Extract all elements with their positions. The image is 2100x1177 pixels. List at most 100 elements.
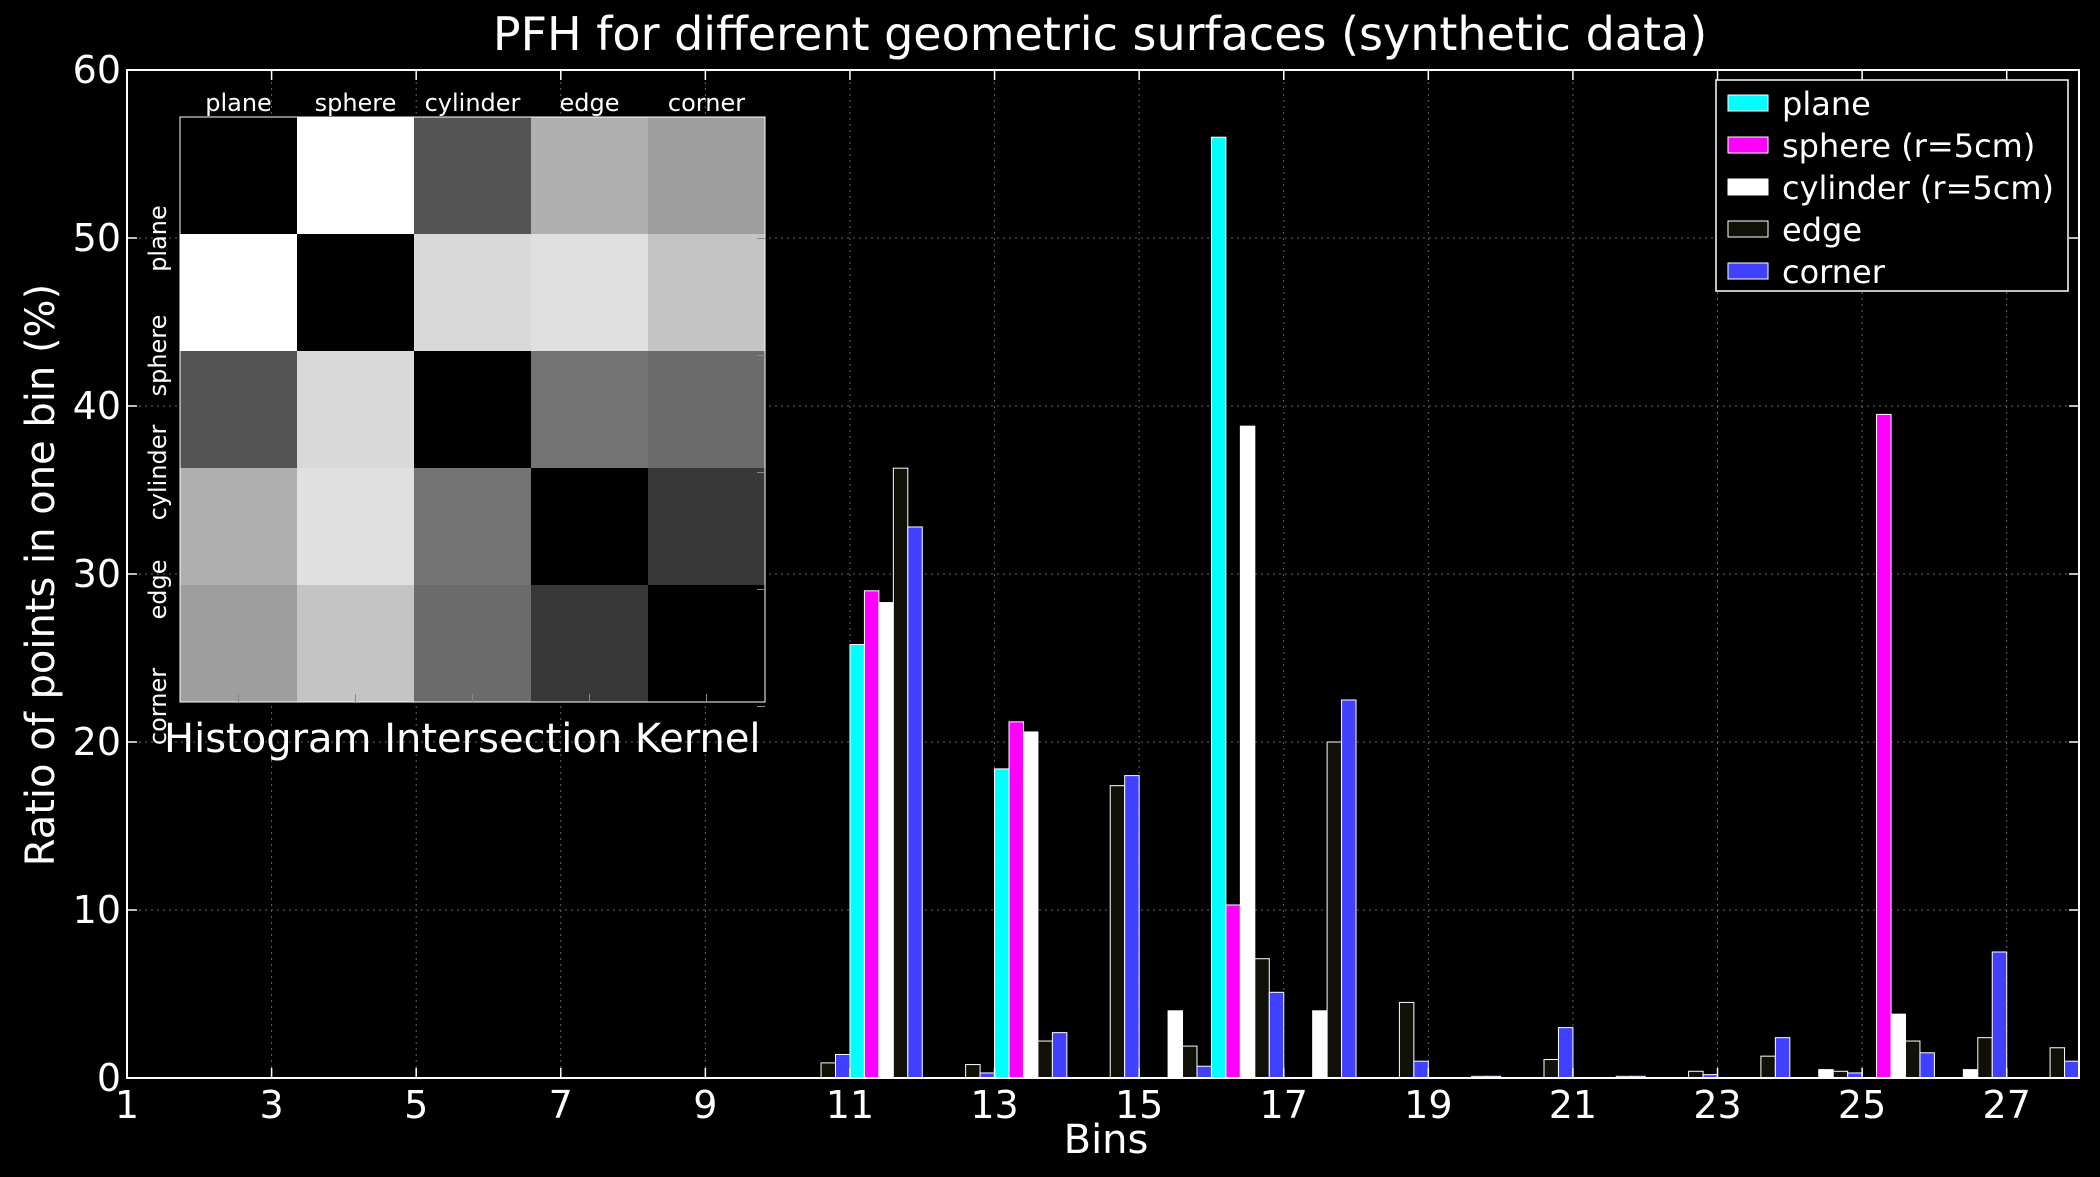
legend-swatch [1727, 220, 1769, 238]
x-tick-label: 23 [1693, 1083, 1741, 1127]
bar [863, 590, 880, 1079]
legend-swatch [1727, 136, 1769, 154]
bar [1398, 1001, 1415, 1079]
heatmap-cell [648, 117, 766, 235]
heatmap-cell [414, 234, 532, 352]
legend-label: plane [1782, 85, 1871, 123]
bar [1413, 1060, 1429, 1079]
y-tick-label: 40 [73, 384, 121, 428]
heatmap-row-label: sphere [144, 315, 172, 397]
heatmap-cell [531, 468, 649, 586]
x-tick-label: 15 [1115, 1083, 1163, 1127]
x-tick-label: 1 [115, 1083, 139, 1127]
legend-label: sphere (r=5cm) [1782, 127, 2035, 165]
bar [1182, 1045, 1198, 1079]
bar [849, 644, 865, 1079]
y-tick-label: 50 [73, 216, 121, 260]
bar [1210, 136, 1227, 1079]
legend-label: edge [1782, 211, 1862, 249]
bar [2064, 1060, 2080, 1079]
bars [820, 136, 2080, 1079]
heatmap-cell [531, 234, 649, 352]
bar [1876, 413, 1892, 1079]
heatmap-cell [414, 117, 532, 235]
bar [1254, 958, 1270, 1079]
heatmap-cell [180, 585, 298, 703]
heatmap-cell [414, 468, 532, 586]
heatmap-col-label: edge [560, 89, 620, 117]
bar [1557, 1027, 1574, 1079]
x-tick-label: 19 [1404, 1083, 1452, 1127]
chart-title: PFH for different geometric surfaces (sy… [493, 7, 1707, 61]
heatmap-cell [414, 351, 532, 469]
legend: plane sphere (r=5cm) cylinder (r=5cm) edge c… [1715, 79, 2069, 292]
heatmap-cell [414, 585, 532, 703]
heatmap-cell [297, 468, 415, 586]
bar [1109, 785, 1126, 1079]
bar [1167, 1010, 1184, 1079]
y-axis-label: Ratio of points in one bin (%) [18, 284, 64, 866]
bar [1919, 1052, 1935, 1079]
bar [1022, 731, 1039, 1079]
bar [1008, 721, 1024, 1079]
heatmap-cell [531, 117, 649, 235]
bar [835, 1053, 851, 1079]
x-tick-label: 25 [1838, 1083, 1886, 1127]
bar [1268, 991, 1285, 1079]
heatmap-cell [648, 585, 766, 703]
y-tick-label: 0 [97, 1056, 121, 1100]
legend-swatch [1727, 262, 1769, 280]
bar [1225, 904, 1241, 1079]
heatmap-cell [180, 468, 298, 586]
x-tick-label: 13 [970, 1083, 1018, 1127]
heatmap-row-label: cylinder [144, 424, 172, 520]
legend-label: cylinder (r=5cm) [1782, 169, 2054, 207]
legend-swatch [1727, 94, 1769, 112]
x-tick-label: 11 [826, 1083, 874, 1127]
heatmap-cell [297, 585, 415, 703]
legend-label: corner [1782, 253, 1886, 291]
y-tick-label: 60 [73, 48, 121, 92]
bar [1991, 951, 2008, 1079]
x-tick-label: 7 [549, 1083, 573, 1127]
heatmap-cell [531, 585, 649, 703]
heatmap-cell [297, 351, 415, 469]
heatmap-cell [648, 468, 766, 586]
heatmap-cell [180, 117, 298, 235]
heatmap-col-label: corner [668, 89, 745, 117]
legend-frame [1715, 79, 2069, 292]
x-tick-label: 5 [404, 1083, 428, 1127]
x-tick-label: 9 [693, 1083, 717, 1127]
bar [1124, 775, 1140, 1079]
bar [965, 1064, 981, 1079]
x-tick-label: 21 [1549, 1083, 1597, 1127]
bar [1239, 425, 1256, 1079]
heatmap-cell [648, 351, 766, 469]
bar [1037, 1040, 1053, 1079]
bar [1832, 1070, 1849, 1079]
x-axis-label: Bins [1064, 1117, 1149, 1163]
x-tick-label: 3 [259, 1083, 283, 1127]
bar [1890, 1013, 1906, 1079]
heatmap-cell [180, 234, 298, 352]
bar [1312, 1010, 1328, 1079]
bar [994, 768, 1010, 1079]
bar [1760, 1055, 1776, 1079]
y-tick-label: 30 [73, 552, 121, 596]
legend-swatch [1727, 178, 1769, 196]
bar [1904, 1040, 1921, 1079]
bar [1543, 1059, 1559, 1079]
bar [1051, 1032, 1068, 1079]
bar [2049, 1047, 2066, 1079]
heatmap-title: Histogram Intersection Kernel [164, 716, 761, 762]
bar [1326, 741, 1343, 1079]
bar [1774, 1037, 1791, 1079]
bar [1341, 699, 1357, 1079]
heatmap-col-label: sphere [315, 89, 397, 117]
bar [1962, 1069, 1979, 1079]
bar [1688, 1070, 1704, 1079]
bar [892, 467, 909, 1079]
heatmap-inset: plane plane sphere sphere cylinder cylinder ed… [144, 89, 766, 762]
heatmap-row-label: edge [144, 560, 172, 620]
